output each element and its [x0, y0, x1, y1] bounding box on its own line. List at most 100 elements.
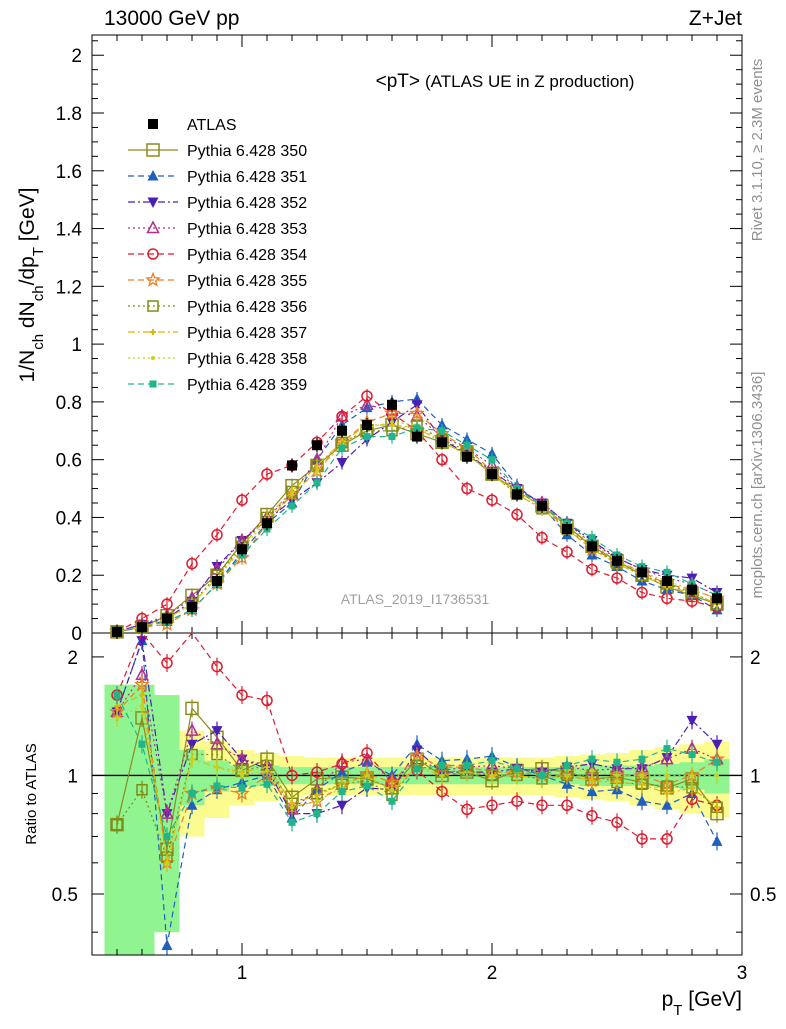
legend-marker [147, 248, 159, 260]
data-point [361, 390, 373, 402]
legend-label: Pythia 6.428 354 [187, 247, 307, 264]
data-point [261, 468, 273, 480]
ratio-point [111, 818, 123, 831]
main-y-axis-label: 1/Nch dNch/dpT [GeV] [16, 188, 47, 383]
data-point [437, 437, 447, 448]
ratio-point [336, 758, 348, 770]
data-point [636, 586, 648, 599]
ratio-point [361, 747, 373, 759]
legend-marker [149, 380, 157, 388]
ratio-point [311, 766, 323, 778]
ratio-point [689, 784, 695, 791]
legend-entry: Pythia 6.428 357 [128, 325, 307, 342]
data-point [288, 502, 296, 510]
legend-entry: Pythia 6.428 350 [128, 143, 307, 160]
data-point [588, 534, 596, 542]
ratio-y-tick-label: 0.5 [52, 885, 78, 906]
ratio-point [265, 768, 269, 773]
main-y-tick-label: 1.2 [56, 277, 82, 298]
ratio-point [165, 860, 169, 865]
data-point [137, 622, 147, 633]
series-atlas [112, 397, 722, 639]
ratio-point [186, 739, 198, 751]
main-y-tick-label: 0.6 [56, 451, 82, 472]
legend-entry: Pythia 6.428 353 [128, 220, 307, 238]
ratio-point [636, 833, 648, 845]
data-point [586, 563, 598, 576]
ratio-point [661, 799, 673, 810]
ratio-point [613, 758, 621, 766]
ratio-point [163, 832, 171, 840]
ratio-point [315, 799, 319, 804]
ratio-y-tick-label-right: 0.5 [750, 885, 776, 906]
ratio-stat-band [129, 684, 155, 955]
main-y-tick-label: 0 [71, 624, 82, 645]
data-point [412, 431, 422, 442]
data-point [313, 479, 321, 487]
ratio-point [714, 804, 720, 811]
ratio-point [215, 765, 219, 770]
legend-label: Pythia 6.428 350 [187, 143, 307, 160]
data-point [262, 518, 272, 529]
ratio-point [413, 765, 421, 773]
data-point [387, 399, 397, 410]
ratio-point [636, 795, 648, 806]
legend-entry: Pythia 6.428 358 [128, 351, 307, 368]
ratio-point [185, 701, 199, 716]
ratio-y-axis-label: Ratio to ATLAS [23, 743, 40, 844]
ratio-point [336, 800, 348, 812]
ratio-point [536, 799, 548, 812]
header-left: 13000 GeV pp [104, 7, 239, 30]
legend-entry: Pythia 6.428 354 [128, 247, 307, 264]
data-point [463, 441, 471, 449]
ratio-point [213, 782, 221, 790]
header-right: Z+Jet [689, 7, 742, 30]
ratio-point [488, 757, 496, 765]
x-tick-label: 2 [487, 963, 498, 984]
ratio-point [313, 810, 321, 818]
legend-label: Pythia 6.428 352 [187, 195, 307, 212]
data-point [162, 613, 172, 624]
legend-label: ATLAS [187, 117, 237, 134]
main-y-tick-label: 0.8 [56, 393, 82, 414]
ratio-point [161, 939, 173, 950]
legend-entry: Pythia 6.428 352 [128, 195, 307, 212]
ratio-point [186, 799, 198, 810]
ratio-point [586, 810, 598, 822]
legend-label: Pythia 6.428 358 [187, 351, 307, 368]
ratio-point [486, 799, 498, 812]
ratio-y-tick-label: 2 [67, 648, 78, 669]
ratio-point [390, 787, 394, 792]
legend-entry: ATLAS [148, 117, 237, 134]
data-point [336, 410, 348, 423]
ratio-point [139, 692, 145, 699]
ratio-point [211, 726, 223, 737]
main-panel-marks [109, 389, 725, 639]
legend-label: Pythia 6.428 355 [187, 273, 307, 290]
main-y-tick-label: 1.6 [56, 162, 82, 183]
ratio-point [136, 783, 148, 796]
ratio-point [538, 771, 546, 779]
data-point [487, 469, 497, 480]
ratio-point [288, 818, 296, 826]
legend-entry: Pythia 6.428 355 [128, 271, 307, 290]
data-point [587, 541, 597, 552]
data-point [662, 576, 672, 586]
ratio-point [290, 805, 294, 810]
ratio-point [690, 773, 694, 778]
legend-entry: Pythia 6.428 351 [128, 169, 307, 186]
ratio-point [161, 657, 173, 669]
ratio-point [686, 715, 698, 727]
ratio-point [211, 660, 223, 673]
ratio-point [236, 689, 248, 701]
analysis-label: ATLAS_2019_I1736531 [341, 591, 490, 607]
data-point [112, 626, 122, 637]
plot-title-main: <pT> [376, 71, 420, 92]
ratio-point [240, 773, 244, 778]
data-point [161, 598, 173, 610]
ratio-point [114, 703, 120, 710]
data-point [438, 427, 446, 435]
data-point [237, 544, 247, 555]
plot-title-sub: (ATLAS UE in Z production) [425, 72, 634, 91]
